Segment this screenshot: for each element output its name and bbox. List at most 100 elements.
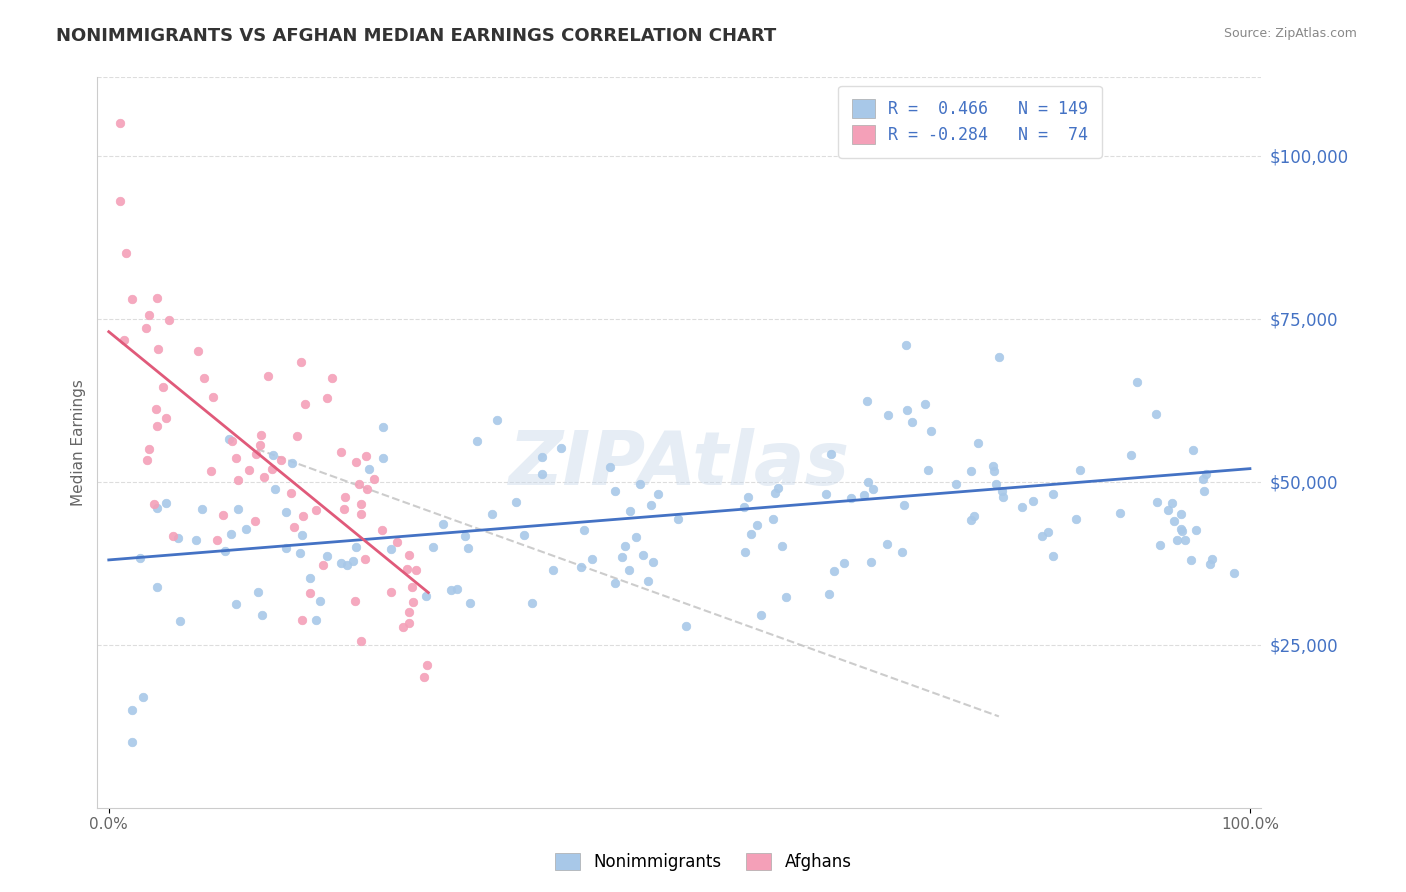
Point xyxy=(668,512,690,526)
Point xyxy=(285,429,308,443)
Point xyxy=(457,541,479,556)
Point xyxy=(1171,524,1194,538)
Point xyxy=(184,533,207,548)
Point xyxy=(309,594,332,608)
Point xyxy=(640,498,662,512)
Point xyxy=(641,555,664,569)
Point xyxy=(894,337,917,351)
Point xyxy=(770,539,793,553)
Point xyxy=(280,485,302,500)
Y-axis label: Median Earnings: Median Earnings xyxy=(72,379,86,506)
Point xyxy=(152,380,174,394)
Point xyxy=(291,528,314,542)
Point xyxy=(917,463,939,477)
Point xyxy=(247,585,270,599)
Point xyxy=(280,456,302,470)
Point xyxy=(344,540,367,554)
Point xyxy=(893,498,915,512)
Point xyxy=(294,397,316,411)
Point xyxy=(257,368,280,383)
Point xyxy=(354,551,377,566)
Point xyxy=(1042,487,1064,501)
Point xyxy=(299,571,322,585)
Point xyxy=(766,481,789,495)
Point xyxy=(333,490,356,504)
Point xyxy=(200,464,222,478)
Point xyxy=(218,432,240,446)
Point xyxy=(876,537,898,551)
Point xyxy=(990,484,1012,499)
Point xyxy=(392,619,415,633)
Point xyxy=(920,424,942,438)
Point xyxy=(145,291,167,305)
Point xyxy=(128,550,150,565)
Point xyxy=(775,590,797,604)
Point xyxy=(896,403,918,417)
Point xyxy=(834,556,856,570)
Point xyxy=(162,529,184,543)
Point xyxy=(135,320,157,334)
Point xyxy=(1031,528,1053,542)
Point xyxy=(276,541,298,556)
Point xyxy=(212,508,235,523)
Point xyxy=(820,446,842,460)
Point xyxy=(446,582,468,596)
Point xyxy=(350,634,373,648)
Point xyxy=(225,451,247,466)
Point xyxy=(276,505,298,519)
Point xyxy=(415,589,437,603)
Point xyxy=(155,496,177,510)
Point xyxy=(249,438,271,452)
Point xyxy=(853,488,876,502)
Point xyxy=(132,690,155,704)
Point xyxy=(963,509,986,524)
Point xyxy=(371,450,394,465)
Point xyxy=(214,543,236,558)
Point xyxy=(1069,463,1091,477)
Point xyxy=(145,580,167,594)
Point xyxy=(733,500,755,515)
Point xyxy=(763,486,786,500)
Point xyxy=(454,529,477,543)
Point xyxy=(243,514,266,528)
Point xyxy=(1157,502,1180,516)
Point xyxy=(336,558,359,572)
Point xyxy=(270,452,292,467)
Point xyxy=(1191,472,1213,486)
Point xyxy=(531,467,554,481)
Point xyxy=(316,549,339,564)
Point xyxy=(628,476,651,491)
Point xyxy=(1163,514,1185,528)
Point xyxy=(530,450,553,465)
Point xyxy=(1170,522,1192,536)
Point xyxy=(290,355,312,369)
Point xyxy=(440,583,463,598)
Point xyxy=(1223,566,1246,580)
Point xyxy=(349,507,371,521)
Point xyxy=(350,497,373,511)
Point xyxy=(359,462,381,476)
Point xyxy=(740,526,762,541)
Point xyxy=(1042,549,1064,563)
Point xyxy=(398,549,420,563)
Point xyxy=(1160,496,1182,510)
Point xyxy=(432,516,454,531)
Point xyxy=(330,445,353,459)
Point xyxy=(291,613,314,627)
Point xyxy=(1109,506,1132,520)
Point xyxy=(603,484,626,499)
Point xyxy=(572,523,595,537)
Point xyxy=(138,442,160,457)
Point xyxy=(749,607,772,622)
Point xyxy=(169,614,191,628)
Point xyxy=(1146,495,1168,509)
Point xyxy=(333,501,356,516)
Point xyxy=(513,528,536,542)
Point xyxy=(891,545,914,559)
Point xyxy=(356,482,378,496)
Point xyxy=(316,391,339,405)
Point xyxy=(1195,467,1218,482)
Point xyxy=(138,309,160,323)
Point xyxy=(862,482,884,496)
Point xyxy=(312,558,335,572)
